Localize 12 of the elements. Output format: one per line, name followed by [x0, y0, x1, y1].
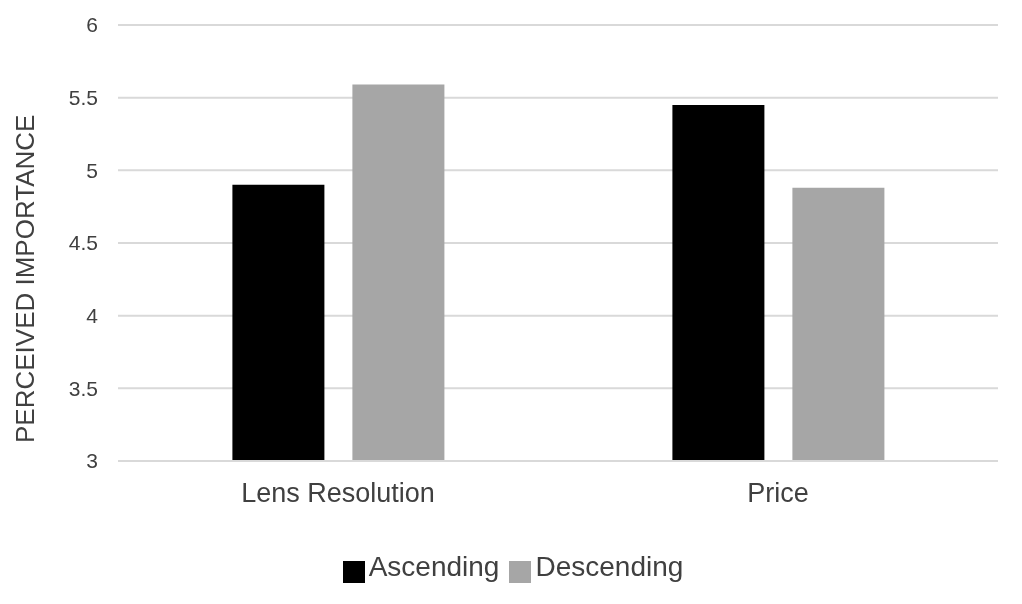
y-tick-label: 3.5 — [68, 376, 98, 400]
y-tick-label: 5.5 — [68, 86, 98, 110]
y-axis-title: PERCEIVED IMPORTANCE — [10, 114, 41, 443]
y-tick-label: 5 — [86, 158, 98, 182]
y-tick-label: 4 — [86, 304, 99, 328]
y-tick-label: 6 — [86, 13, 98, 37]
legend-label: Descending — [535, 551, 684, 582]
legend-label: Ascending — [368, 551, 500, 582]
x-tick-label: Price — [747, 478, 809, 509]
y-tick-label: 3 — [86, 449, 98, 473]
y-tick-label: 4.5 — [68, 231, 98, 255]
x-tick-label: Lens Resolution — [241, 478, 435, 509]
